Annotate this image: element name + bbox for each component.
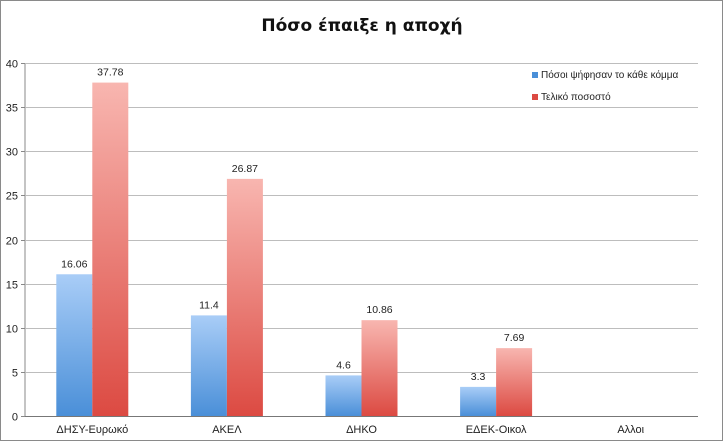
y-tick-label: 5 (12, 368, 18, 380)
legend-swatch (532, 72, 538, 78)
data-label: 16.06 (61, 258, 87, 270)
x-tick-label: ΔΗΚΟ (346, 424, 377, 436)
bars (56, 82, 533, 417)
bar-voters-1 (190, 315, 227, 416)
legend: Πόσοι ψήφησαν το κάθε κόμμα Τελικό ποσοστ… (532, 69, 679, 103)
bar-final-0 (92, 82, 129, 417)
y-tick-label: 10 (6, 324, 18, 336)
y-tick-label: 20 (6, 236, 18, 248)
bar-voters-0 (56, 274, 93, 416)
legend-label: Τελικό ποσοστό (541, 91, 611, 103)
data-label: 11.4 (199, 299, 219, 311)
data-label: 7.69 (504, 332, 525, 344)
y-tick-label: 15 (6, 280, 18, 292)
y-tick-label: 30 (6, 147, 18, 159)
y-axis-ticks: 0 5 10 15 20 25 30 35 40 (6, 59, 18, 424)
x-axis-ticks: ΔΗΣΥ-Ευρωκό ΑΚΕΛ ΔΗΚΟ ΕΔΕΚ-Οικολ Αλλοι (56, 424, 644, 436)
bar-voters-3 (460, 386, 497, 416)
y-tick-label: 0 (12, 412, 18, 424)
legend-label: Πόσοι ψήφησαν το κάθε κόμμα (541, 69, 679, 81)
bar-final-3 (496, 348, 533, 416)
y-tick-label: 40 (6, 59, 18, 71)
y-tick-label: 35 (6, 103, 18, 115)
data-label: 3.3 (471, 371, 486, 383)
x-tick-label: ΕΔΕΚ-Οικολ (466, 424, 527, 436)
data-label: 37.78 (97, 67, 123, 79)
legend-swatch (532, 94, 538, 100)
data-label: 4.6 (336, 359, 351, 371)
bar-final-2 (361, 320, 398, 416)
bar-final-1 (226, 178, 263, 416)
y-tick-label: 25 (6, 191, 18, 203)
data-label: 10.86 (366, 304, 392, 316)
x-tick-label: ΑΚΕΛ (212, 424, 242, 436)
x-tick-label: Αλλοι (617, 424, 644, 436)
chart-title: Πόσο έπαιξε η αποχή (261, 16, 462, 36)
bar-voters-2 (325, 375, 362, 416)
data-labels: 16.06 37.78 11.4 26.87 4.6 10.86 3.3 7.69 (61, 67, 524, 383)
data-label: 26.87 (232, 163, 258, 175)
x-tick-label: ΔΗΣΥ-Ευρωκό (56, 424, 128, 436)
